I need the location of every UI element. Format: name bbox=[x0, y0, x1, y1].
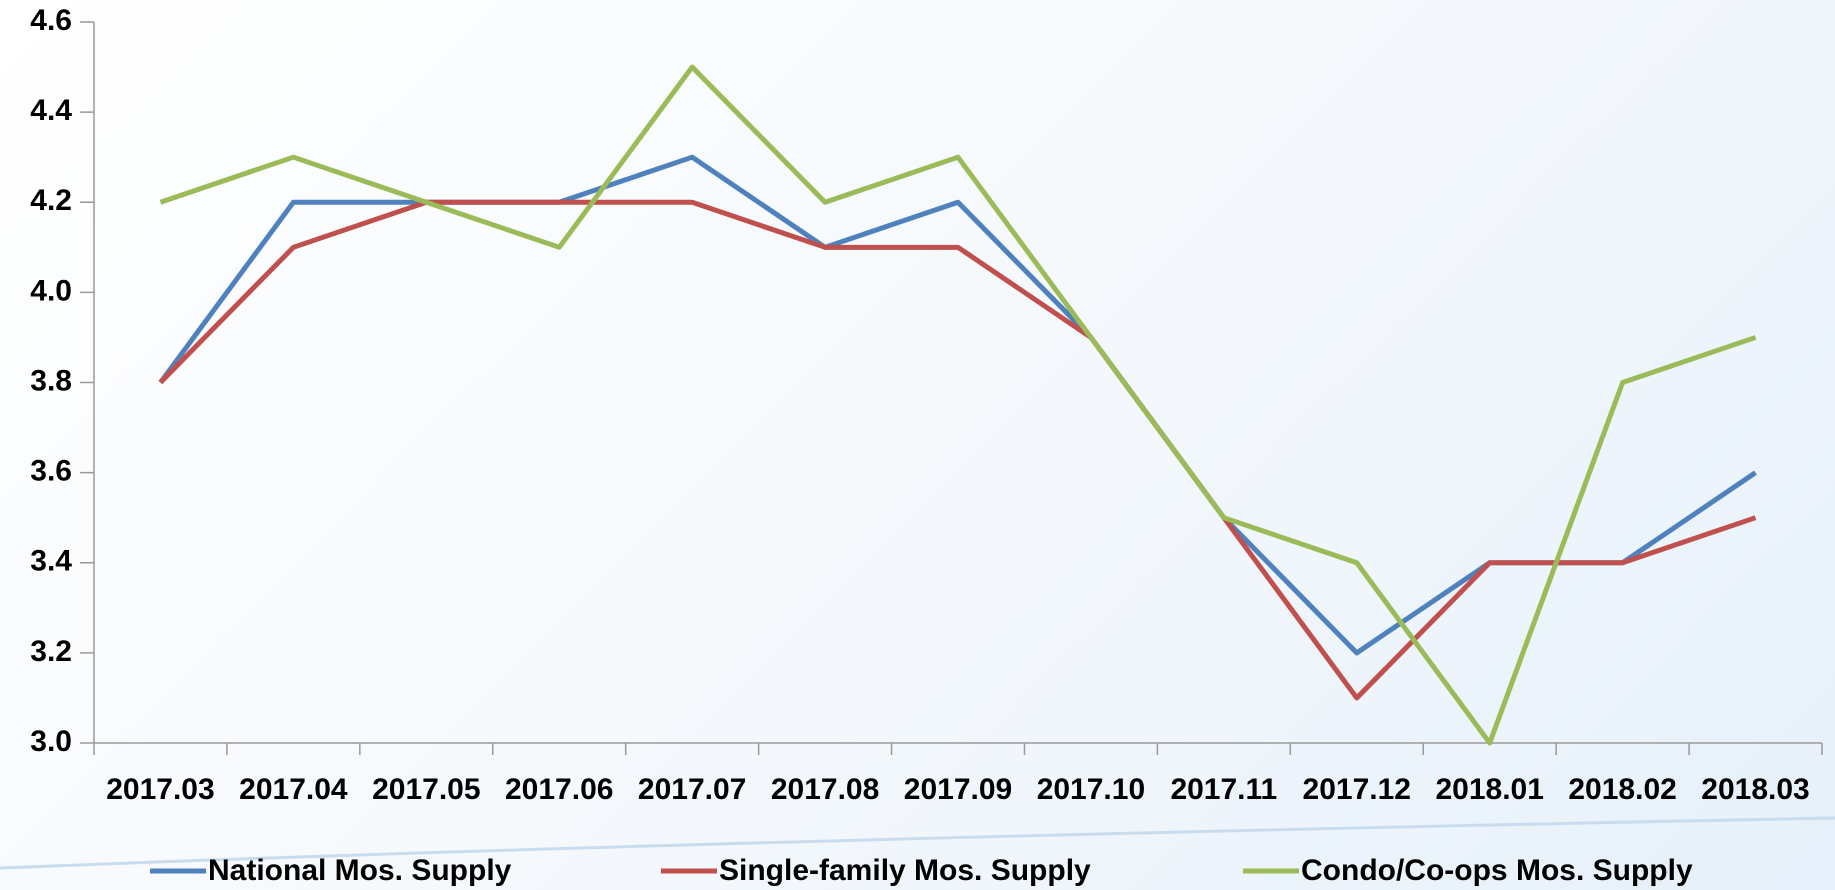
y-tick-label: 3.2 bbox=[30, 635, 72, 668]
y-tick-label: 4.4 bbox=[30, 94, 72, 127]
y-tick-label: 3.4 bbox=[30, 545, 72, 578]
x-tick-label: 2017.08 bbox=[771, 773, 879, 806]
series-line bbox=[158, 199, 1757, 701]
y-tick-label: 4.2 bbox=[30, 184, 72, 217]
x-tick-label: 2017.03 bbox=[106, 773, 214, 806]
y-tick-label: 4.0 bbox=[30, 274, 72, 307]
x-tick-label: 2017.05 bbox=[372, 773, 480, 806]
x-tick-label: 2017.06 bbox=[505, 773, 613, 806]
x-tick-label: 2017.12 bbox=[1303, 773, 1411, 806]
series-line bbox=[159, 64, 1757, 746]
series-line bbox=[158, 154, 1757, 656]
x-tick-label: 2017.09 bbox=[904, 773, 1012, 806]
x-tick-label: 2017.11 bbox=[1170, 773, 1277, 806]
legend-label: National Mos. Supply bbox=[208, 854, 512, 887]
x-tick-label: 2018.02 bbox=[1568, 773, 1676, 806]
legend-label: Condo/Co-ops Mos. Supply bbox=[1301, 854, 1693, 887]
decor-curve bbox=[0, 816, 1835, 870]
y-tick-label: 3.0 bbox=[30, 725, 72, 758]
y-tick-label: 3.8 bbox=[30, 364, 72, 397]
y-tick-label: 3.6 bbox=[30, 455, 72, 488]
x-tick-label: 2017.07 bbox=[638, 773, 746, 806]
x-tick-label: 2017.10 bbox=[1037, 773, 1145, 806]
x-tick-label: 2018.01 bbox=[1435, 773, 1543, 806]
x-tick-label: 2017.04 bbox=[239, 773, 348, 806]
legend-label: Single-family Mos. Supply bbox=[719, 854, 1091, 887]
y-tick-label: 4.6 bbox=[30, 4, 72, 37]
x-tick-label: 2018.03 bbox=[1701, 773, 1809, 806]
